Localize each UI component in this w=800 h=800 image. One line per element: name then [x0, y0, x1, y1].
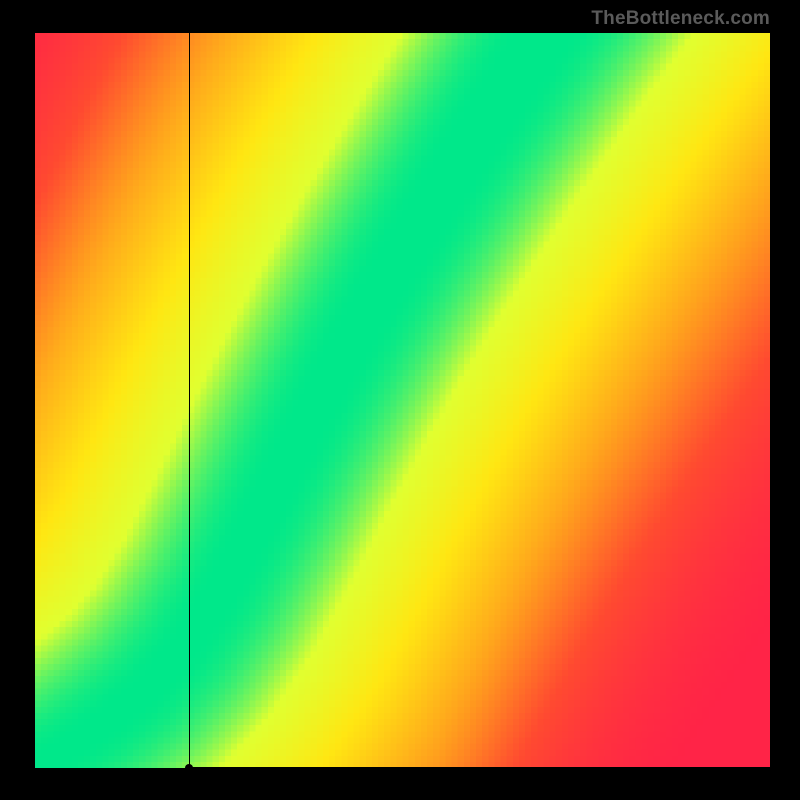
- marker-vertical-line: [189, 33, 190, 768]
- marker-horizontal-line: [189, 767, 770, 768]
- marker-dot: [185, 764, 193, 772]
- heatmap-plot-area: [35, 33, 770, 768]
- heatmap-canvas: [35, 33, 770, 768]
- attribution-text: TheBottleneck.com: [591, 8, 770, 30]
